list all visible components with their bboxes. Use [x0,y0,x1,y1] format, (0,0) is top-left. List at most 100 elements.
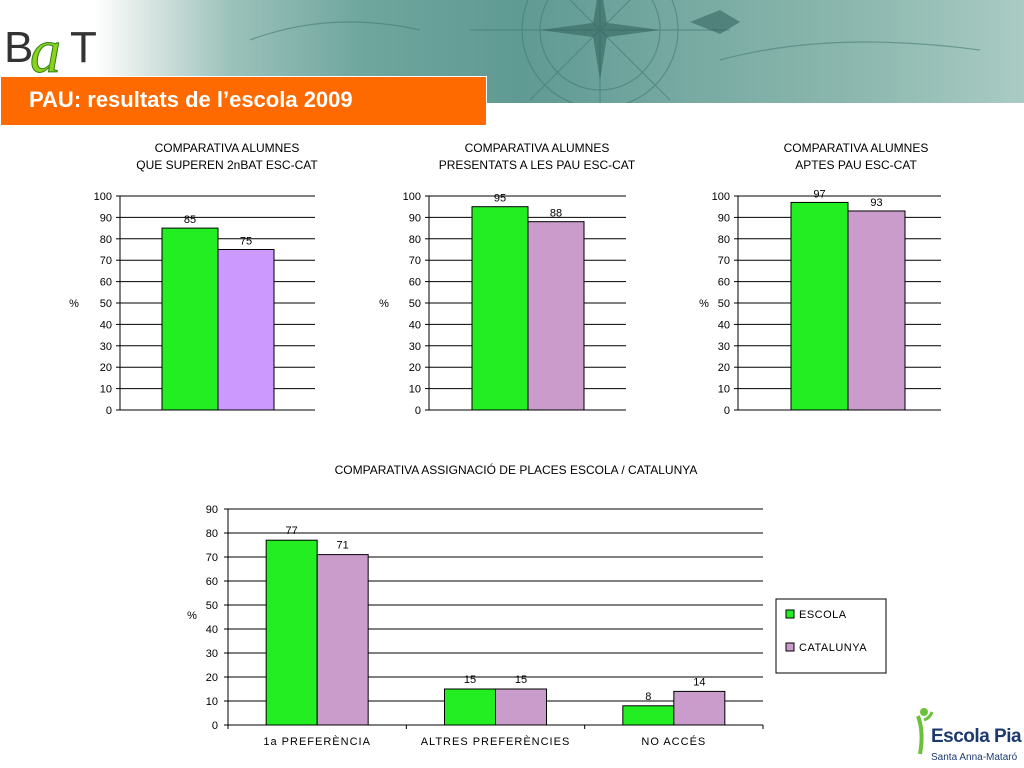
brand-name: Escola Pia [931,726,1022,747]
bar-escola [161,227,219,411]
legend: ESCOLA CATALUNYA [775,598,887,674]
data-label: 75 [240,236,252,248]
y-tick-label: 50 [100,298,112,310]
bar-catalunya [495,688,547,726]
svg-text:B: B [4,23,33,72]
escola-pia-figure-icon [916,708,934,755]
legend-label: ESCOLA [799,609,847,621]
y-tick-label: 40 [206,624,218,636]
data-label: 15 [464,674,476,686]
y-tick-label: 30 [206,648,218,660]
bar-catalunya [316,554,369,726]
bar-escola [265,539,318,726]
y-tick-label: 50 [206,600,218,612]
y-tick-label: 20 [100,362,112,374]
chart-title-line: COMPARATIVA ALUMNES [155,141,300,155]
chart-assignacio-places: COMPARATIVA ASSIGNACIÓ DE PLACES ESCOLA … [180,455,900,755]
y-tick-label: 20 [206,672,218,684]
chart-title-line: APTES PAU ESC-CAT [795,158,917,172]
y-tick-label: 60 [100,277,112,289]
y-tick-label: 70 [409,255,421,267]
y-tick-label: 40 [409,319,421,331]
x-tick-label: 1a PREFERÈNCIA [263,735,371,748]
data-label: 8 [645,691,651,703]
title-box: PAU: resultats de l’escola 2009 [0,76,487,126]
data-label: 97 [813,188,825,200]
chart-aptes-pau: COMPARATIVA ALUMNES APTES PAU ESC-CAT 0 10 2… [693,135,973,425]
data-label: 71 [337,540,349,552]
data-label: 14 [693,676,705,688]
y-tick-label: 100 [94,191,112,203]
y-tick-label: 0 [212,720,218,732]
legend-swatch [785,642,795,652]
data-label: 15 [515,674,527,686]
data-label: 95 [494,193,506,205]
y-axis-label: % [379,298,389,310]
y-tick-label: 30 [718,341,730,353]
chart-presentats-pau: COMPARATIVA ALUMNES PRESENTATS A LES PAU … [372,135,662,425]
y-tick-label: 70 [206,552,218,564]
y-axis-label: % [187,610,197,622]
y-tick-label: 80 [718,234,730,246]
bar-escola [444,688,496,726]
bar-catalunya [847,210,906,411]
y-tick-label: 30 [409,341,421,353]
svg-text:a: a [30,18,61,78]
chart-title-line: COMPARATIVA ALUMNES [784,141,929,155]
y-tick-label: 100 [403,191,421,203]
svg-text:T: T [70,23,97,72]
y-tick-label: 0 [415,405,421,417]
y-tick-label: 80 [100,234,112,246]
y-tick-label: 100 [712,191,730,203]
y-tick-label: 90 [409,212,421,224]
y-tick-label: 10 [718,384,730,396]
y-tick-label: 80 [206,528,218,540]
y-tick-label: 10 [100,384,112,396]
data-label: 85 [184,214,196,226]
bat-logo: B a T [4,8,104,87]
legend-swatch [785,609,795,619]
data-label: 88 [550,208,562,220]
chart-title-line: QUE SUPEREN 2nBAT ESC-CAT [136,158,318,172]
brand-subtitle: Santa Anna-Mataró [931,752,1018,763]
x-tick-label: NO ACCÉS [641,735,706,748]
x-tick-label: ALTRES PREFERÈNCIES [421,735,571,748]
chart-superen-2nbat: COMPARATIVA ALUMNES QUE SUPEREN 2nBAT ESC… [60,135,325,425]
y-axis-label: % [69,298,79,310]
y-tick-label: 40 [100,319,112,331]
chart-title: COMPARATIVA ASSIGNACIÓ DE PLACES ESCOLA … [335,462,698,477]
bar-escola [790,201,849,411]
y-tick-label: 50 [718,298,730,310]
y-tick-label: 60 [206,576,218,588]
y-tick-label: 90 [206,504,218,516]
bar-catalunya [673,690,726,726]
y-tick-label: 50 [409,298,421,310]
y-tick-label: 0 [724,405,730,417]
y-tick-label: 20 [718,362,730,374]
legend-label: CATALUNYA [799,642,867,654]
y-axis-label: % [699,298,709,310]
data-label: 93 [870,197,882,209]
compass-map-background [249,0,981,103]
y-tick-label: 30 [100,341,112,353]
y-tick-label: 80 [409,234,421,246]
y-tick-label: 90 [718,212,730,224]
y-tick-label: 0 [106,405,112,417]
page-title: PAU: resultats de l’escola 2009 [29,87,353,112]
chart-title-line: PRESENTATS A LES PAU ESC-CAT [439,158,636,172]
y-tick-label: 90 [100,212,112,224]
bar-escola [622,705,675,726]
escola-pia-brand: Escola Pia Santa Anna-Mataró [914,706,1024,768]
y-tick-label: 60 [409,277,421,289]
bar-escola [471,206,529,411]
bar-catalunya [527,221,585,411]
chart-title-line: COMPARATIVA ALUMNES [465,141,610,155]
data-label: 77 [286,525,298,537]
y-tick-label: 40 [718,319,730,331]
y-tick-label: 10 [409,384,421,396]
y-tick-label: 70 [100,255,112,267]
y-tick-label: 20 [409,362,421,374]
y-tick-label: 60 [718,277,730,289]
y-tick-label: 70 [718,255,730,267]
bar-catalunya [217,249,275,411]
